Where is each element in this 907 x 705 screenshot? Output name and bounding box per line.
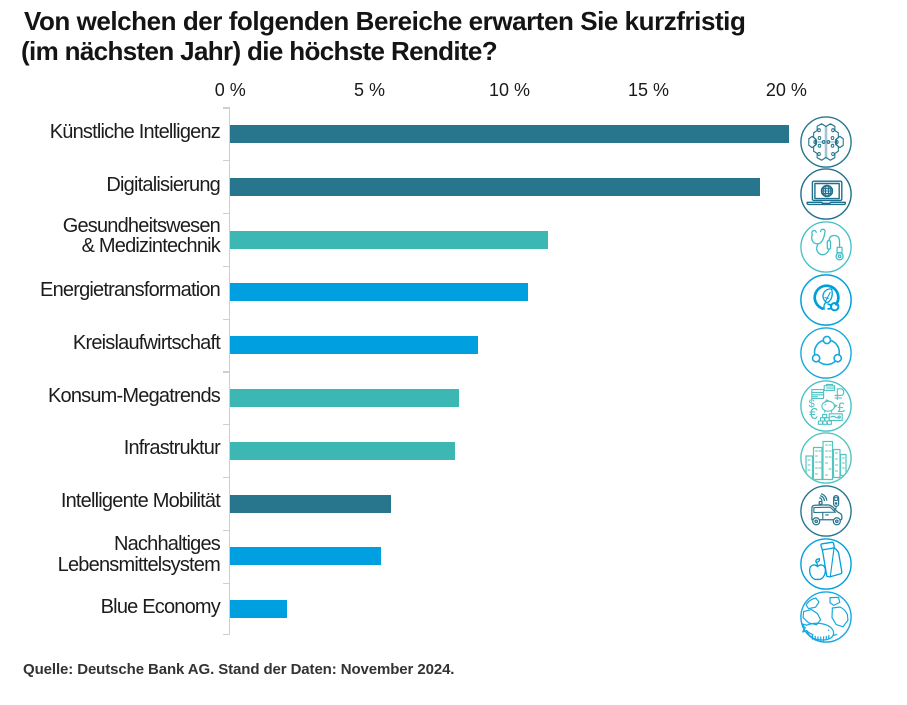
svg-text:$: $ — [809, 397, 815, 409]
svg-text:£: £ — [837, 399, 845, 415]
svg-text:€: € — [809, 405, 818, 422]
